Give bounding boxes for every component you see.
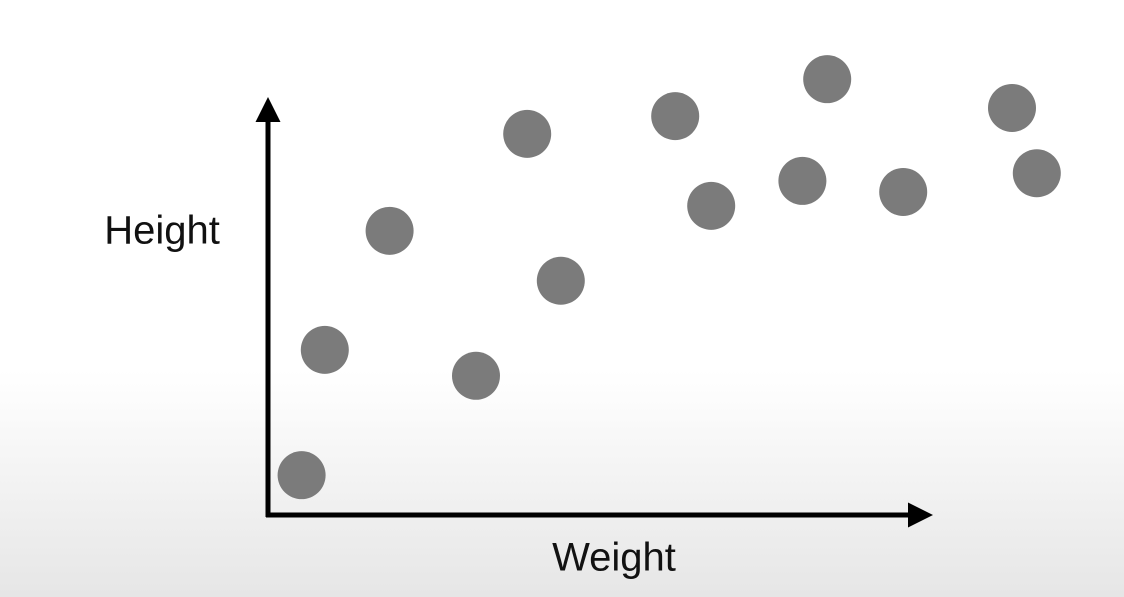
point [988,83,1036,132]
point [536,256,585,305]
y-axis-label: Height [104,209,220,253]
point [452,351,500,400]
point [277,451,326,500]
point [687,181,736,230]
point [1012,149,1061,198]
point [651,92,700,141]
x-axis-label: Weight [552,536,676,580]
point [300,325,349,374]
point [803,55,852,104]
point [879,167,928,216]
point [365,206,414,255]
point [778,156,827,205]
point [503,109,552,158]
